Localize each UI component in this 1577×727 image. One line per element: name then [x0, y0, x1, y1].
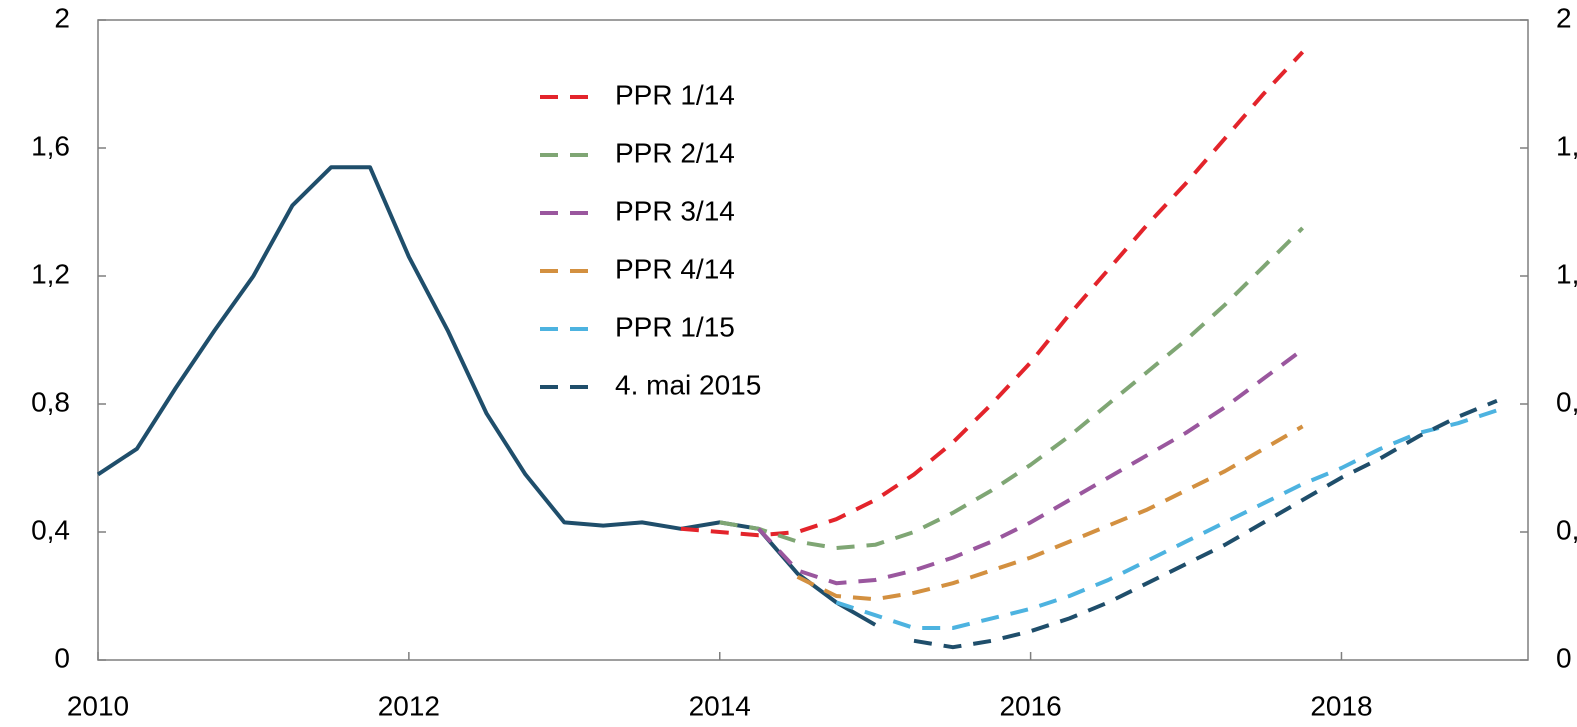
- plot-frame: [97, 19, 1529, 661]
- y2-tick-label: 1,6: [1556, 130, 1577, 161]
- legend-label: PPR 2/14: [615, 137, 735, 168]
- y-tick-label: 2: [54, 2, 70, 33]
- legend-label: PPR 4/14: [615, 253, 735, 284]
- y2-tick-label: 2: [1556, 2, 1572, 33]
- x-tick-label: 2012: [378, 690, 440, 721]
- legend-label: PPR 3/14: [615, 195, 735, 226]
- y2-tick-label: 0: [1556, 642, 1572, 673]
- series-line: [796, 424, 1304, 602]
- x-tick-label: 2016: [999, 690, 1061, 721]
- series-line: [680, 50, 1305, 538]
- series-line: [757, 347, 1304, 586]
- legend-label: PPR 1/14: [615, 79, 735, 110]
- y-tick-label: 0: [54, 642, 70, 673]
- series-line: [913, 398, 1498, 650]
- legend-label: PPR 1/15: [615, 311, 735, 342]
- series-line: [96, 165, 877, 627]
- y-tick-label: 0,8: [31, 386, 70, 417]
- x-tick-label: 2010: [67, 690, 129, 721]
- x-tick-label: 2018: [1310, 690, 1372, 721]
- series-line: [719, 226, 1305, 550]
- y2-tick-label: 0,8: [1556, 386, 1577, 417]
- y2-tick-label: 1,2: [1556, 258, 1577, 289]
- legend-label: 4. mai 2015: [615, 369, 761, 400]
- y2-tick-label: 0,4: [1556, 514, 1577, 545]
- y-tick-label: 1,2: [31, 258, 70, 289]
- y-tick-label: 0,4: [31, 514, 70, 545]
- x-tick-label: 2014: [689, 690, 751, 721]
- y-tick-label: 1,6: [31, 130, 70, 161]
